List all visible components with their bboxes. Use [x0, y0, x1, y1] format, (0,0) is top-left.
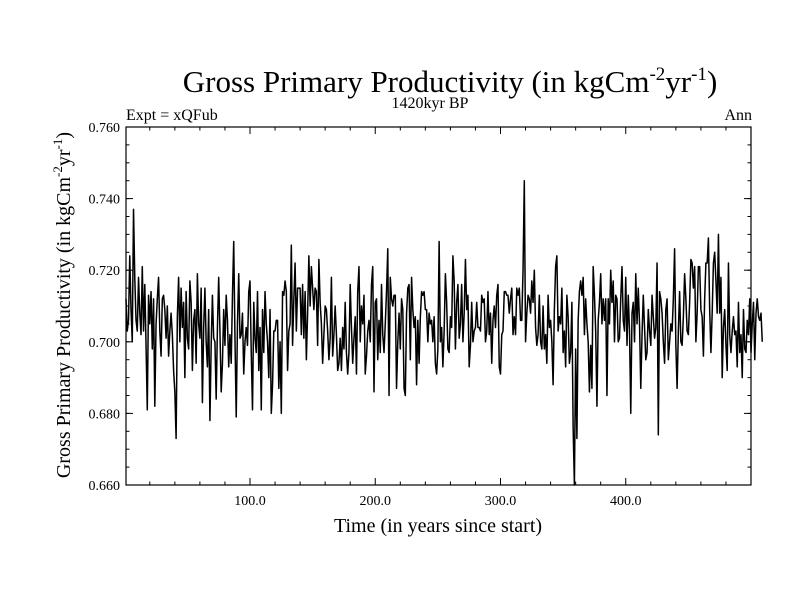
- y-tick-label: 0.700: [89, 336, 121, 351]
- chart-title: Gross Primary Productivity (in kgCm-2yr-…: [183, 64, 718, 99]
- y-axis-label: Gross Primary Productivity (in kgCm-2yr-…: [50, 132, 75, 478]
- plot-frame: [125, 126, 752, 486]
- season-label: Ann: [724, 107, 752, 124]
- data-series: [125, 179, 764, 486]
- x-tick-label: 300.0: [485, 494, 517, 509]
- x-tick-label: 100.0: [234, 494, 266, 509]
- expt-label: Expt = xQFub: [126, 107, 218, 124]
- axis-tick-labels: 0.660 0.680 0.700 0.720 0.740 0.760 100.0 200.0…: [89, 121, 642, 509]
- y-tick-label: 0.760: [89, 121, 121, 136]
- series-line-0: [125, 179, 764, 486]
- x-axis-label: Time (in years since start): [334, 515, 542, 537]
- y-tick-label: 0.680: [89, 407, 121, 422]
- y-tick-label: 0.720: [89, 264, 121, 279]
- chart-subtitle: 1420kyr BP: [392, 95, 469, 112]
- y-tick-label: 0.740: [89, 193, 121, 208]
- x-tick-label: 400.0: [610, 494, 642, 509]
- x-tick-label: 200.0: [359, 494, 391, 509]
- y-tick-label: 0.660: [89, 479, 121, 494]
